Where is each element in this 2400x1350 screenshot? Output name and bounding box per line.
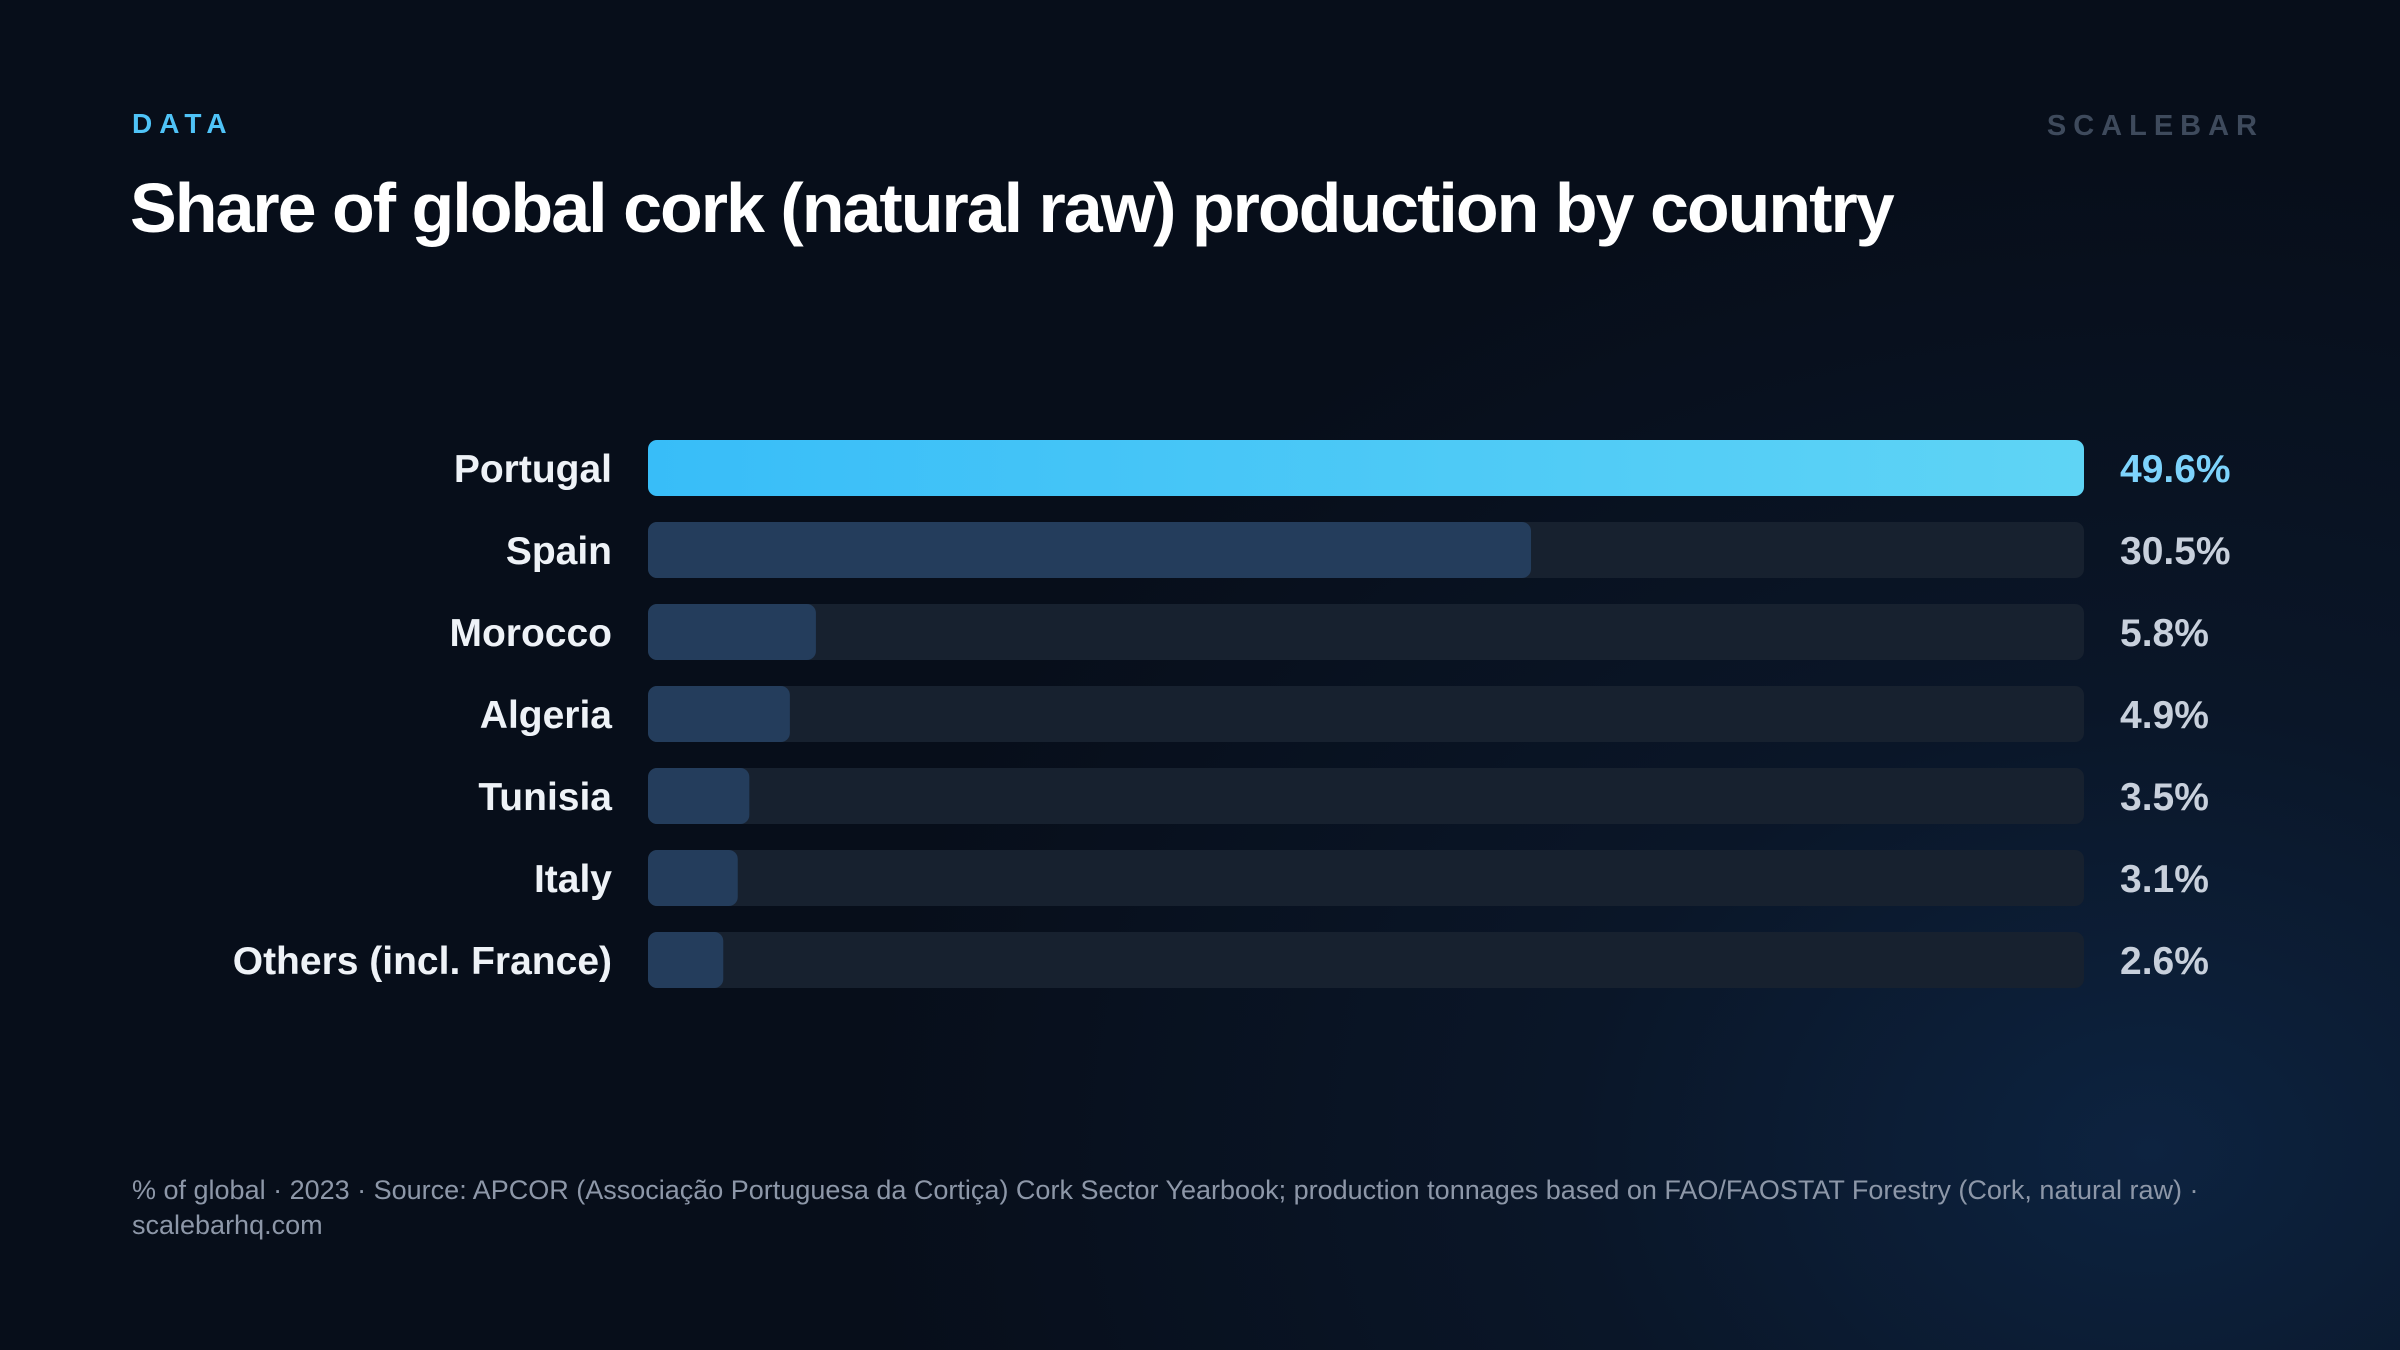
value-label-spain: 30.5% — [2120, 530, 2231, 573]
bar-algeria — [648, 686, 790, 742]
bar-spain — [648, 522, 1532, 578]
section-kicker: DATA — [132, 108, 234, 139]
bar-track-others-incl-france — [648, 932, 2084, 988]
value-label-portugal: 49.6% — [2120, 448, 2231, 491]
category-label-portugal: Portugal — [454, 448, 612, 491]
source-footnote: % of global · 2023 · Source: APCOR (Asso… — [132, 1175, 2199, 1240]
bar-row-italy: Italy 3.1% — [534, 850, 2209, 906]
value-label-algeria: 4.9% — [2120, 694, 2209, 737]
bar-row-portugal: Portugal 49.6% — [454, 440, 2231, 496]
category-label-spain: Spain — [506, 530, 612, 573]
category-label-morocco: Morocco — [449, 612, 612, 655]
bar-track-morocco — [648, 604, 2084, 660]
bar-track-algeria — [648, 686, 2084, 742]
bar-row-algeria: Algeria 4.9% — [480, 686, 2209, 742]
category-label-algeria: Algeria — [480, 694, 613, 737]
value-label-others-incl-france: 2.6% — [2120, 940, 2209, 983]
bar-row-morocco: Morocco 5.8% — [449, 604, 2209, 660]
category-label-others-incl-france: Others (incl. France) — [233, 940, 612, 983]
category-label-tunisia: Tunisia — [478, 776, 612, 819]
bar-tunisia — [648, 768, 750, 824]
value-label-tunisia: 3.5% — [2120, 776, 2209, 819]
bar-row-tunisia: Tunisia 3.5% — [478, 768, 2209, 824]
bar-track-italy — [648, 850, 2084, 906]
bar-row-spain: Spain 30.5% — [506, 522, 2231, 578]
bar-morocco — [648, 604, 816, 660]
value-label-italy: 3.1% — [2120, 858, 2209, 901]
bars-layer: Portugal 49.6% Spain 30.5% Morocco 5.8% Algeri… — [233, 440, 2231, 988]
brand-logo-text: SCALEBAR — [2046, 110, 2264, 142]
category-label-italy: Italy — [534, 858, 612, 901]
bar-others-incl-france — [648, 932, 724, 988]
bar-row-others-incl-france: Others (incl. France) 2.6% — [233, 932, 2209, 988]
bar-portugal — [648, 440, 2084, 496]
value-label-morocco: 5.8% — [2120, 612, 2209, 655]
bar-track-tunisia — [648, 768, 2084, 824]
chart-title: Share of global cork (natural raw) produ… — [130, 169, 1895, 247]
bar-italy — [648, 850, 738, 906]
